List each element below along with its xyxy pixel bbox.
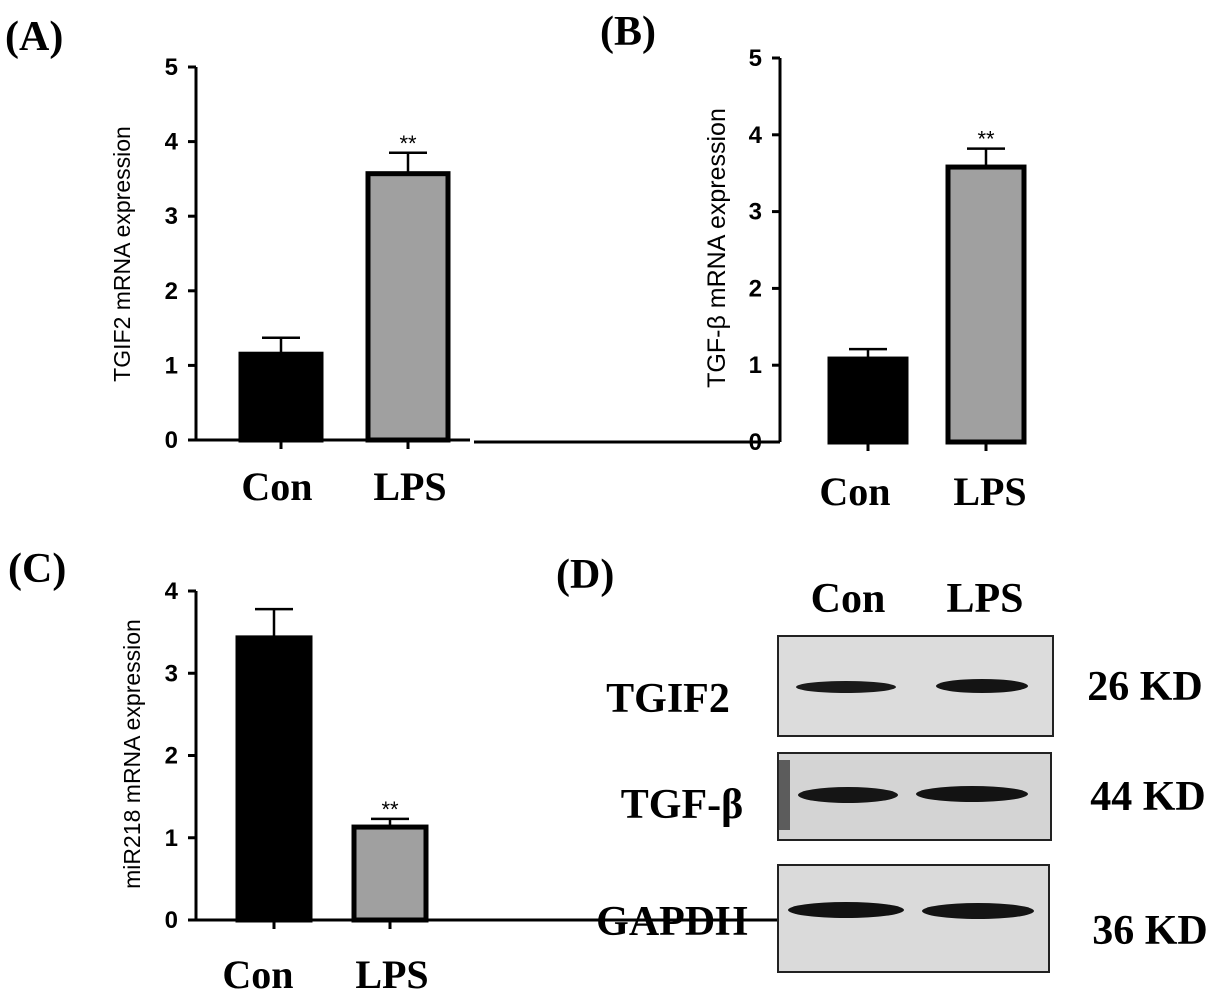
- chart-c: miR218 mRNA expression 0 1 2 3 4 Con ** LPS: [119, 578, 955, 997]
- chart-c-ytick-label: 4: [165, 578, 179, 605]
- chart-c-category-0: Con: [222, 952, 293, 997]
- chart-a-ytick-label: 4: [165, 129, 179, 156]
- band-tgfb-con: [798, 787, 898, 803]
- chart-b-marks: 0 1 2 3 4 5 Con ** LPS: [474, 45, 1027, 514]
- blot-size-gapdh: 36 KD: [1092, 908, 1208, 954]
- chart-a-ytick-label: 3: [165, 203, 178, 230]
- chart-c-category-1: LPS: [355, 952, 428, 997]
- chart-a-ytick-label: 0: [165, 427, 178, 454]
- western-blot: Con LPS TGIF2 26 KD TGF-β 44 KD GAPDH 36…: [596, 576, 1208, 973]
- blot-edge-smear: [778, 760, 790, 830]
- panel-label-d: (D): [556, 552, 614, 598]
- chart-a-marks: 0 1 2 3 4 5 Con ** LPS: [165, 54, 470, 509]
- chart-a: TGIF2 mRNA expression 0 1 2 3 4 5 Con ** LPS: [109, 54, 470, 509]
- chart-c-ytick-label: 3: [165, 660, 178, 687]
- chart-b-ytick-label: 4: [749, 122, 763, 149]
- chart-b-ytick-label: 0: [749, 429, 762, 456]
- chart-a-ytick-label: 2: [165, 278, 178, 305]
- band-gapdh-con: [788, 902, 904, 918]
- chart-a-category-0: Con: [241, 464, 312, 509]
- lane-label-con: Con: [811, 576, 886, 622]
- band-tgif2-lps: [936, 679, 1028, 693]
- chart-b-ytick-label: 5: [749, 45, 762, 72]
- chart-c-bar-1: [351, 824, 429, 923]
- chart-b-category-0: Con: [819, 469, 890, 514]
- chart-c-significance-1: **: [381, 797, 399, 822]
- lane-label-lps: LPS: [946, 576, 1023, 622]
- chart-b: TGF-β mRNA expression 0 1 2 3 4 5 Con ** LPS: [474, 45, 1027, 514]
- chart-b-ytick-label: 1: [749, 352, 762, 379]
- chart-b-category-1: LPS: [953, 469, 1026, 514]
- blot-strip-gapdh: [777, 864, 1050, 973]
- blot-protein-tgif2: TGIF2: [606, 676, 730, 722]
- chart-c-marks: 0 1 2 3 4 Con ** LPS: [165, 578, 955, 997]
- chart-a-bar-0: [238, 351, 324, 443]
- chart-c-ytick-label: 2: [165, 743, 178, 770]
- chart-c-ytick-label: 0: [165, 907, 178, 934]
- chart-a-ytick-label: 1: [165, 352, 178, 379]
- chart-a-ylabel: TGIF2 mRNA expression: [109, 126, 135, 382]
- chart-b-bar-1: [945, 164, 1027, 445]
- band-tgfb-lps: [916, 786, 1028, 802]
- chart-c-bar-0: [235, 635, 313, 923]
- chart-b-significance-1: **: [977, 127, 995, 152]
- chart-b-ytick-label: 2: [749, 275, 762, 302]
- blot-protein-tgfb: TGF-β: [621, 782, 743, 828]
- blot-size-tgfb: 44 KD: [1090, 774, 1206, 820]
- chart-b-bar-0: [827, 356, 909, 445]
- panel-label-c: (C): [8, 546, 66, 592]
- panel-label-b: (B): [600, 9, 656, 55]
- chart-a-ytick-label: 5: [165, 54, 178, 81]
- blot-protein-gapdh: GAPDH: [596, 899, 748, 945]
- chart-a-significance-1: **: [399, 131, 417, 156]
- panel-label-a: (A): [5, 14, 63, 60]
- chart-c-ylabel: miR218 mRNA expression: [119, 619, 145, 889]
- band-gapdh-lps: [922, 903, 1034, 919]
- chart-b-ytick-label: 3: [749, 199, 762, 226]
- band-tgif2-con: [796, 681, 896, 693]
- blot-size-tgif2: 26 KD: [1087, 664, 1203, 710]
- chart-b-ylabel: TGF-β mRNA expression: [703, 108, 731, 388]
- chart-a-category-1: LPS: [373, 464, 446, 509]
- chart-c-ytick-label: 1: [165, 825, 178, 852]
- chart-a-bar-1: [365, 171, 451, 443]
